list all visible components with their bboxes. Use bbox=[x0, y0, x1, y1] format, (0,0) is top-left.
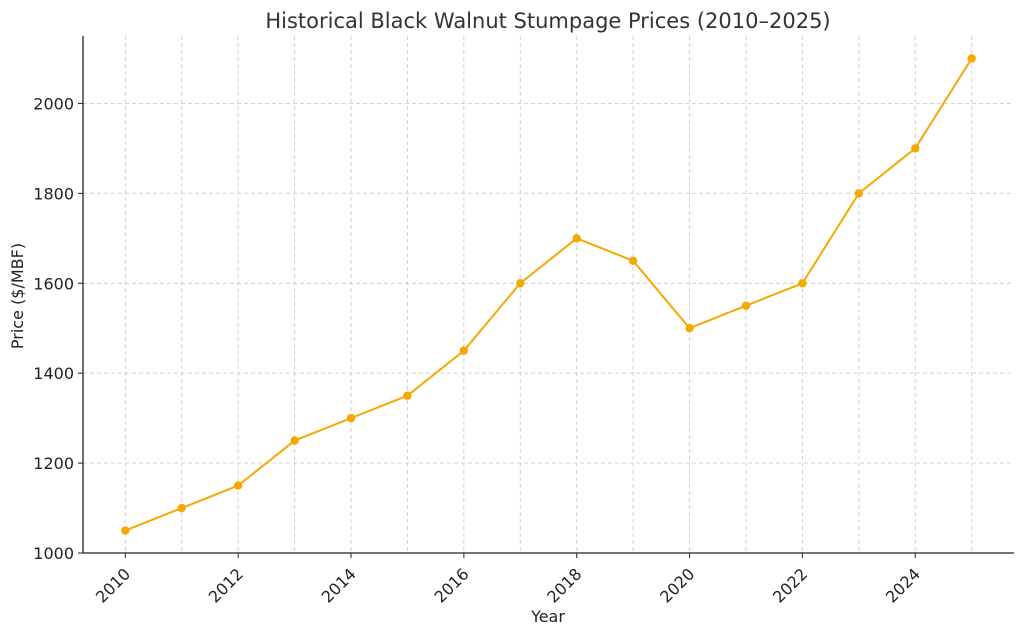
grid bbox=[83, 36, 1014, 554]
data-point bbox=[798, 279, 807, 288]
x-tick-label: 2020 bbox=[656, 564, 698, 606]
data-point bbox=[290, 436, 299, 445]
y-tick-label: 1400 bbox=[33, 364, 74, 383]
x-tick-label: 2022 bbox=[769, 564, 811, 606]
y-tick-label: 1000 bbox=[33, 544, 74, 563]
y-tick-label: 1600 bbox=[33, 274, 74, 293]
axes bbox=[82, 36, 1014, 554]
x-tick-label: 2014 bbox=[318, 564, 360, 606]
data-point bbox=[403, 391, 412, 400]
data-point bbox=[516, 279, 525, 288]
x-tick-label: 2016 bbox=[430, 564, 472, 606]
y-axis-ticks: 1000 1200 1400 1600 1800 2000 bbox=[33, 94, 83, 563]
series-group bbox=[121, 54, 976, 535]
chart-title: Historical Black Walnut Stumpage Prices … bbox=[265, 9, 830, 33]
y-tick-label: 2000 bbox=[33, 94, 74, 113]
data-point bbox=[911, 144, 920, 153]
y-axis-label: Price ($/MBF) bbox=[8, 243, 27, 349]
data-point bbox=[572, 234, 581, 243]
data-point bbox=[685, 324, 694, 333]
y-tick-label: 1200 bbox=[33, 454, 74, 473]
x-axis-ticks: 2010 2012 2014 2016 2018 2020 2022 2024 bbox=[92, 553, 924, 607]
data-point bbox=[459, 346, 469, 355]
data-point bbox=[177, 503, 186, 513]
x-tick-label: 2018 bbox=[543, 564, 585, 606]
x-tick-label: 2012 bbox=[205, 564, 247, 606]
data-point bbox=[233, 481, 243, 490]
data-point bbox=[967, 54, 976, 63]
data-point bbox=[854, 189, 864, 198]
data-point bbox=[628, 256, 638, 265]
x-tick-label: 2010 bbox=[92, 564, 134, 606]
x-axis-label: Year bbox=[530, 607, 565, 626]
series-line bbox=[124, 57, 973, 532]
x-tick-label: 2024 bbox=[882, 564, 924, 606]
data-point bbox=[741, 301, 751, 310]
data-point bbox=[346, 413, 356, 423]
data-point bbox=[121, 526, 130, 535]
y-tick-label: 1800 bbox=[33, 184, 74, 203]
